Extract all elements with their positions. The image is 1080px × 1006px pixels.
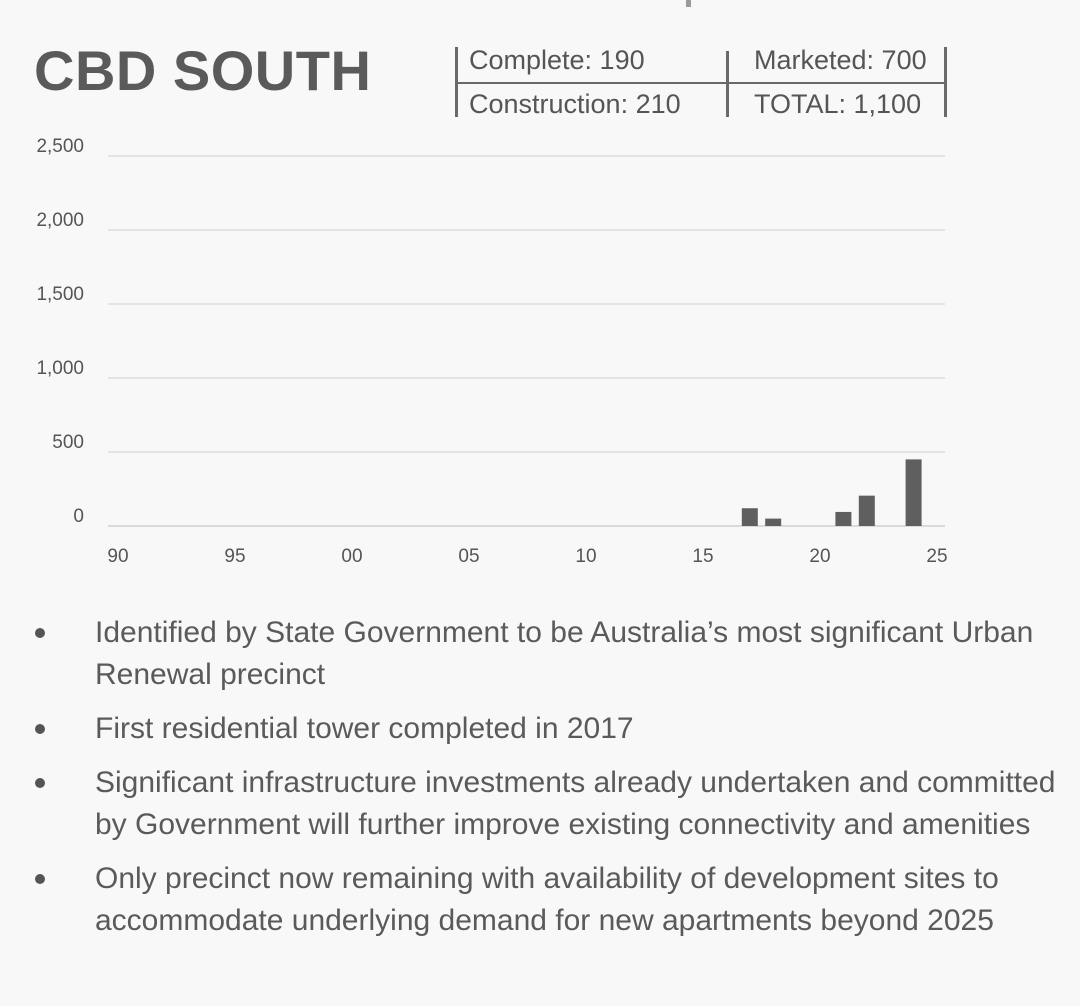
stats-divider-vertical (726, 51, 729, 117)
y-tick-label: 2,000 (36, 210, 84, 231)
bullet-text: Only precinct now remaining with availab… (95, 862, 999, 937)
x-tick-label: 05 (458, 546, 479, 567)
x-tick-label: 15 (692, 546, 713, 567)
bullet-list: Identified by State Government to be Aus… (0, 612, 1080, 954)
chart-bar (858, 495, 875, 526)
x-tick-label: 20 (809, 546, 830, 567)
x-tick-label: 10 (575, 546, 596, 567)
chart-bar (765, 518, 782, 526)
bullet-dot-icon (35, 778, 45, 788)
x-tick-label: 95 (224, 546, 245, 567)
bullet-item: Only precinct now remaining with availab… (0, 858, 1080, 942)
chart-bar (741, 508, 758, 526)
bullet-item: Identified by State Government to be Aus… (0, 612, 1080, 696)
stat-total: TOTAL: 1,100 (754, 89, 922, 119)
stat-marketed: Marketed: 700 (754, 45, 927, 75)
y-tick-label: 0 (73, 506, 84, 527)
bullet-dot-icon (35, 724, 45, 734)
y-tick-label: 1,500 (36, 284, 84, 305)
stat-construction: Construction: 210 (469, 89, 681, 119)
bullet-item: First residential tower completed in 201… (0, 708, 1080, 750)
x-tick-label: 00 (341, 546, 362, 567)
stats-divider-horizontal (458, 82, 944, 84)
page-title: CBD SOUTH (34, 39, 372, 102)
y-tick-label: 2,500 (36, 136, 84, 157)
chart-bar (835, 511, 852, 526)
x-tick-label: 25 (926, 546, 947, 567)
supply-bar-chart: 0 500 1,000 1,500 2,000 2,500 90 95 00 05 10 15 20 25 (36, 136, 947, 567)
chart-bar (905, 459, 922, 526)
bullet-text: Significant infrastructure investments a… (95, 766, 1056, 841)
bullet-dot-icon (35, 628, 45, 638)
x-tick-label: 90 (107, 546, 128, 567)
bullet-item: Significant infrastructure investments a… (0, 762, 1080, 846)
bullet-text: First residential tower completed in 201… (95, 712, 634, 745)
top-edge-mark (686, 0, 691, 7)
stats-table: Complete: 190 Marketed: 700 Construction… (455, 45, 947, 119)
y-tick-label: 1,000 (36, 358, 84, 379)
bullet-text: Identified by State Government to be Aus… (95, 616, 1034, 691)
stat-complete: Complete: 190 (469, 45, 645, 75)
bullet-dot-icon (35, 874, 45, 884)
y-tick-label: 500 (52, 432, 84, 453)
